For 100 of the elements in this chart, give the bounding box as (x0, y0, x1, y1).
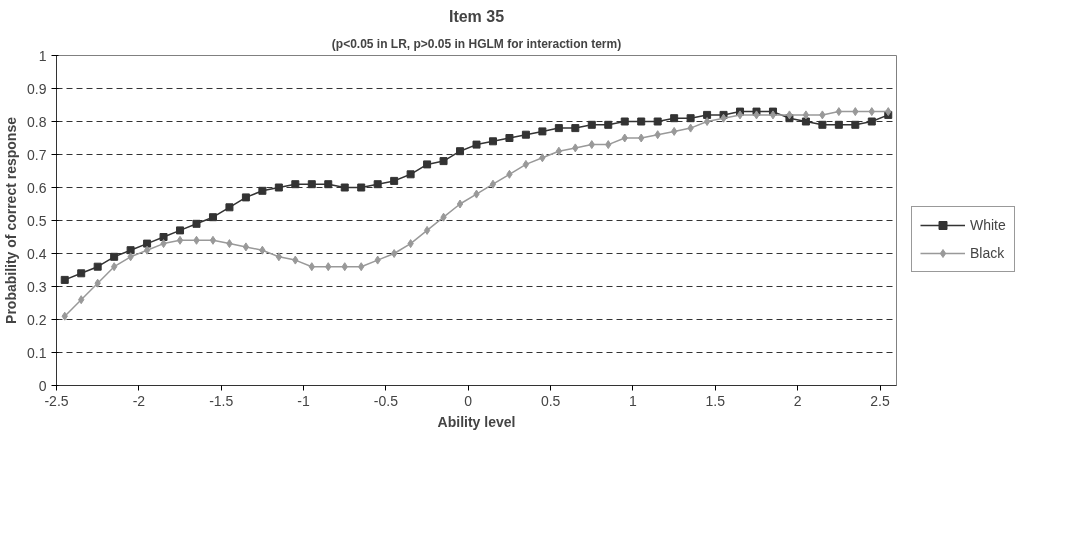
y-tick-label: 1 (38, 47, 47, 64)
x-tick-label: 0 (464, 392, 473, 409)
point (77, 269, 86, 278)
point (110, 262, 118, 272)
x-tick-label: 0.5 (540, 392, 561, 409)
point (736, 110, 744, 120)
point (555, 146, 563, 156)
point (506, 169, 513, 179)
point (325, 262, 332, 272)
point (473, 189, 480, 199)
point (538, 127, 547, 136)
point (176, 226, 185, 235)
legend-label: White (970, 217, 1006, 233)
point (686, 114, 695, 123)
point (160, 239, 167, 249)
x-tick-label: -2 (132, 392, 146, 409)
point (554, 124, 563, 133)
point (505, 134, 514, 142)
x-tick-label: -1 (297, 392, 310, 409)
point (818, 120, 827, 129)
point (143, 245, 151, 255)
x-tick-label: -2.5 (44, 392, 69, 409)
point (819, 110, 826, 120)
point (456, 147, 465, 156)
point (208, 213, 217, 222)
x-tick-label: 1 (629, 392, 638, 409)
point (176, 235, 184, 245)
point (242, 242, 250, 252)
point (703, 117, 711, 126)
y-tick-label: 0.3 (27, 278, 47, 295)
point (275, 252, 283, 262)
point (143, 239, 152, 248)
point (374, 255, 381, 265)
point (61, 311, 68, 321)
point (274, 183, 283, 192)
point (407, 239, 414, 249)
point (94, 278, 101, 288)
point (654, 130, 661, 140)
chart-subtitle: (p<0.05 in LR, p>0.05 in HGLM for interaction term) (331, 36, 622, 51)
point (357, 183, 366, 192)
chart-title: Item 35 (448, 7, 505, 25)
point (720, 113, 727, 123)
point (522, 159, 530, 169)
point (456, 199, 464, 209)
point (93, 262, 102, 271)
point (110, 252, 119, 261)
point (226, 239, 233, 249)
point (308, 262, 315, 272)
point (126, 246, 135, 255)
y-tick-label: 0.8 (27, 113, 47, 130)
point (259, 245, 266, 255)
point (192, 219, 201, 228)
point (605, 140, 612, 150)
point (340, 183, 349, 192)
point (769, 110, 777, 120)
point (159, 233, 168, 241)
point (621, 133, 628, 143)
point (851, 120, 860, 129)
point (324, 180, 333, 189)
point (373, 180, 382, 189)
point (258, 186, 267, 195)
point (638, 133, 645, 143)
point (588, 140, 595, 150)
point (440, 212, 447, 222)
point (423, 160, 432, 169)
x-axis-title: Ability level (437, 413, 516, 430)
point (406, 170, 415, 179)
y-tick-label: 0 (38, 377, 47, 394)
point (670, 126, 678, 136)
point (637, 117, 646, 126)
point (193, 235, 200, 245)
x-tick-label: 2.5 (870, 392, 890, 409)
point (670, 114, 679, 123)
point (801, 117, 810, 126)
point (60, 275, 69, 284)
y-tick-label: 0.9 (27, 80, 47, 97)
point (802, 110, 810, 120)
point (472, 140, 481, 149)
point (571, 124, 580, 133)
y-tick-label: 0.7 (27, 146, 47, 163)
point (241, 193, 250, 202)
point (78, 295, 85, 305)
point (127, 252, 134, 262)
point (703, 110, 712, 119)
point (572, 143, 579, 153)
y-tick-label: 0.4 (27, 245, 47, 262)
point (620, 117, 629, 126)
x-tick-label: -1.5 (209, 392, 234, 409)
point (423, 225, 431, 235)
x-tick-label: 1.5 (705, 392, 726, 409)
point (358, 262, 365, 272)
y-tick-label: 0.1 (27, 344, 47, 361)
point (852, 107, 859, 117)
point (604, 120, 613, 129)
point (834, 120, 843, 129)
point (489, 179, 497, 189)
point (687, 123, 694, 133)
y-tick-label: 0.5 (27, 212, 47, 229)
point (868, 107, 875, 117)
point (225, 203, 234, 212)
